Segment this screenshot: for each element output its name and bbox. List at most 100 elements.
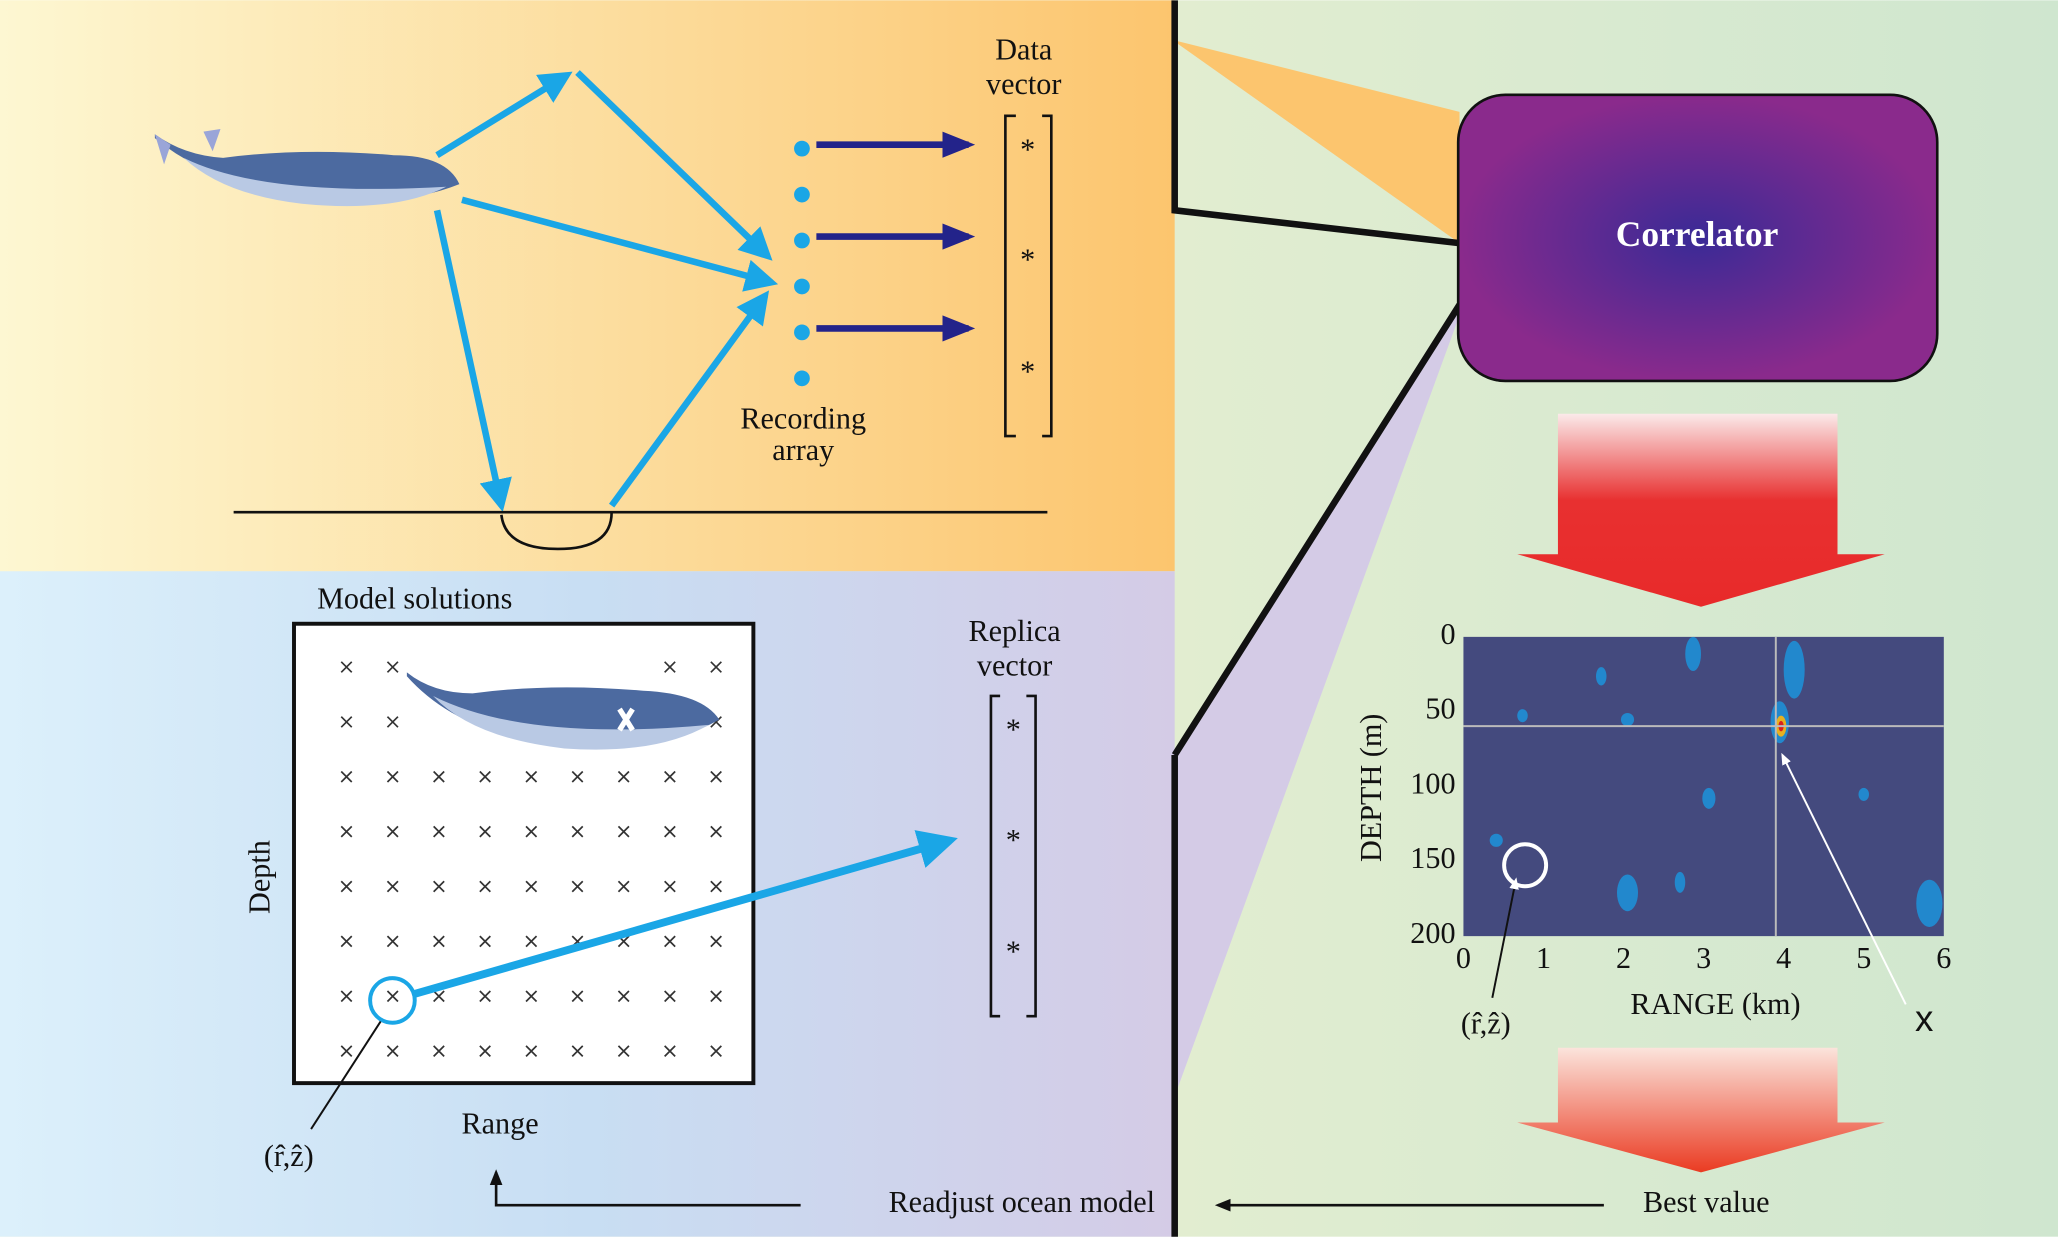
correlator-label: Correlator (1616, 214, 1779, 254)
grid-cross (710, 1045, 722, 1057)
grid-cross (386, 661, 399, 673)
grid-cross (340, 661, 353, 673)
y-tick-label: 50 (1425, 692, 1455, 726)
divider (1171, 0, 1460, 247)
readjust-arrow (489, 1169, 801, 1207)
grid-cross (664, 990, 676, 1003)
grid-cross (710, 825, 722, 838)
label: Replica (968, 614, 1060, 648)
x-tick-label: 6 (1936, 941, 1951, 975)
grid-cross (525, 825, 538, 838)
grid-cross (617, 880, 630, 893)
axis-label: DEPTH (m) (1354, 714, 1388, 862)
estimate-circle (368, 976, 417, 1025)
grid-cross (479, 880, 491, 893)
grid-cross (386, 935, 399, 948)
grid-cross (479, 1045, 491, 1057)
heatmap (1463, 636, 1944, 937)
grid-cross (664, 770, 676, 783)
replica-arrow (413, 830, 958, 998)
x-tick-label: 0 (1456, 941, 1471, 975)
grid-cross (571, 990, 584, 1003)
grid-cross (664, 661, 676, 673)
grid-cross (617, 825, 630, 838)
grid-cross (386, 1045, 399, 1057)
rays (433, 70, 779, 513)
grid-cross (340, 1045, 353, 1057)
grid-cross (340, 716, 353, 728)
grid-cross (525, 1045, 538, 1057)
label: Readjust ocean model (889, 1185, 1155, 1219)
y-tick-label: 0 (1440, 617, 1455, 651)
down-arrow (1517, 1047, 1885, 1173)
correlator-box (1456, 93, 1939, 383)
x-tick-label: 5 (1856, 941, 1871, 975)
data-vector-bracket (1004, 114, 1053, 438)
entry: * (1006, 823, 1021, 857)
x-tick-label: 2 (1616, 941, 1631, 975)
estimate-circle (1502, 842, 1549, 889)
bottom-bounce (500, 512, 613, 551)
whale (406, 672, 720, 750)
plot-axes: 0 1 2 3 4 5 6 0 50 100 150 200 (1410, 617, 1951, 975)
label: Range (462, 1106, 539, 1140)
grid-cross (433, 770, 445, 783)
entry: * (1006, 713, 1021, 747)
divider (1171, 303, 1463, 1237)
top-panel (0, 0, 1175, 572)
grid-cross (433, 935, 445, 948)
grid-cross (340, 825, 353, 838)
top-wedge (1172, 39, 1460, 244)
grid-cross (433, 1045, 445, 1057)
label: Data (995, 33, 1052, 67)
x-tick-label: 1 (1536, 941, 1551, 975)
x-tick-label: 3 (1696, 941, 1711, 975)
grid-cross (525, 990, 538, 1003)
entry: * (1020, 132, 1035, 166)
grid-cross (710, 990, 722, 1003)
grid-cross (479, 825, 491, 838)
label: array (772, 433, 834, 467)
down-arrow (1517, 413, 1885, 607)
grid-cross (710, 935, 722, 948)
x-tick-label: 4 (1776, 941, 1791, 975)
grid-cross (617, 770, 630, 783)
grid-cross (340, 880, 353, 893)
grid-cross (479, 935, 491, 948)
label: Recording (740, 402, 866, 436)
grid-cross (571, 1045, 584, 1057)
grid-cross (433, 825, 445, 838)
grid-cross (386, 990, 399, 1003)
grid-cross (710, 880, 722, 893)
grid-cross (433, 880, 445, 893)
grid-cross (664, 935, 676, 948)
label: (r̂,ẑ) (1461, 1007, 1511, 1041)
axis-label: RANGE (km) (1630, 987, 1800, 1021)
label: x (1915, 998, 1933, 1039)
entry: * (1006, 934, 1021, 968)
grid-cross (479, 770, 491, 783)
grid-cross (340, 770, 353, 783)
grid-cross (386, 880, 399, 893)
label: vector (986, 67, 1061, 101)
grid-cross (525, 880, 538, 893)
bottom-wedge (1174, 302, 1460, 1097)
label: Model solutions (317, 581, 512, 615)
label: Best value (1643, 1185, 1770, 1219)
grid-cross (617, 990, 630, 1003)
leader (1781, 752, 1907, 1005)
grid-cross (571, 770, 584, 783)
whale (154, 128, 460, 207)
data-arrows (816, 131, 976, 342)
entry: * (1020, 243, 1035, 277)
leader (1491, 877, 1519, 999)
grid-cross (710, 661, 722, 673)
grid-cross (386, 716, 399, 728)
y-tick-label: 200 (1410, 916, 1455, 950)
grid-cross (617, 1045, 630, 1057)
recording-array-dots (794, 140, 810, 387)
y-tick-label: 100 (1410, 766, 1455, 800)
replica-bracket (989, 694, 1037, 1018)
